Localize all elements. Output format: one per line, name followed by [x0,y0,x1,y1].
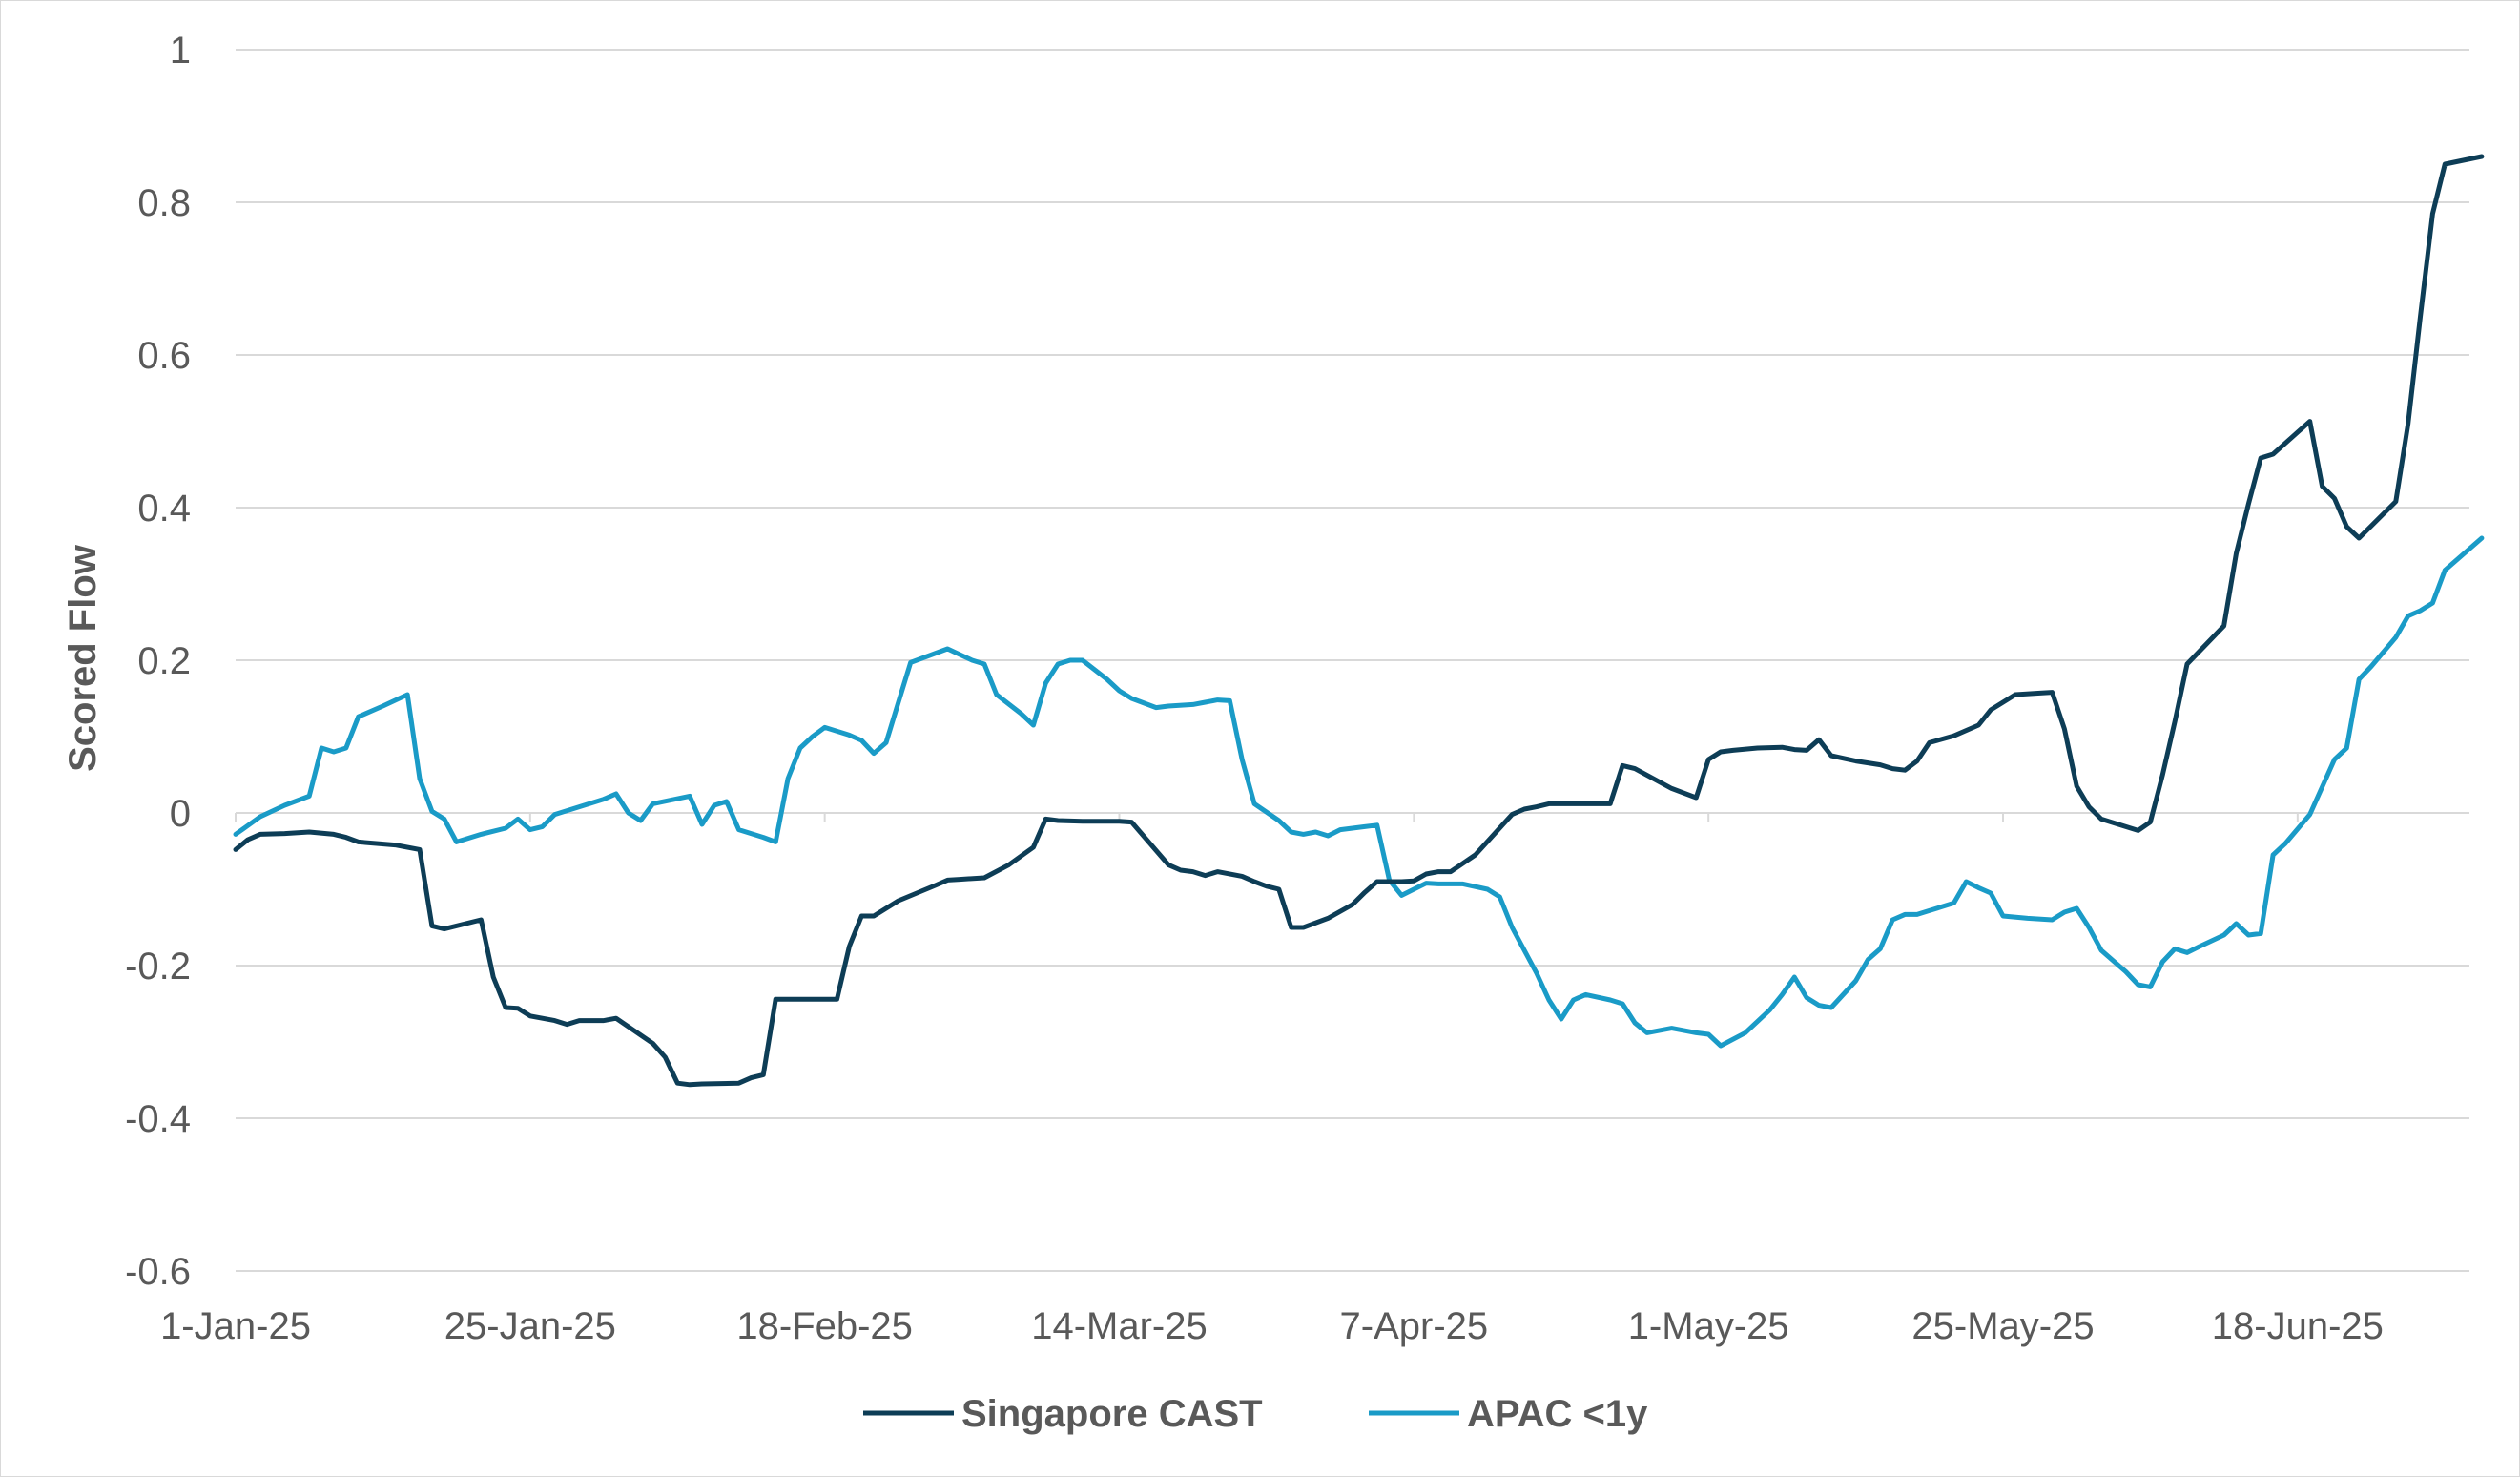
y-axis-title: Scored Flow [62,544,104,772]
x-tick-label: 18-Feb-25 [736,1305,913,1347]
x-axis-tick-labels: 1-Jan-25 25-Jan-25 18-Feb-25 14-Mar-25 7-Apr… [160,1305,2384,1347]
x-tick-label: 18-Jun-25 [2212,1305,2384,1347]
series-lines [233,154,2485,1088]
y-tick-label: 0.8 [137,182,191,224]
series-line-apac-1y [233,535,2485,1049]
x-tick-label: 7-Apr-25 [1340,1305,1489,1347]
x-tick-label: 14-Mar-25 [1031,1305,1208,1347]
y-tick-label: 0.4 [137,488,191,530]
x-tick-label: 25-May-25 [1911,1305,2094,1347]
y-tick-label: 0.2 [137,640,191,682]
y-tick-label: 0 [170,793,191,835]
y-tick-label: -0.4 [125,1098,191,1140]
y-tick-label: -0.6 [125,1251,191,1293]
x-tick-label: 1-May-25 [1628,1305,1789,1347]
y-tick-label: 0.6 [137,335,191,377]
x-axis [235,812,2469,822]
x-tick-label: 25-Jan-25 [444,1305,616,1347]
y-tick-label: 1 [170,30,191,72]
legend-label: Singapore CAST [961,1393,1263,1435]
y-tick-label: -0.2 [125,946,191,988]
legend-label: APAC <1y [1467,1393,1648,1435]
gridlines [236,49,2469,1272]
series-line-singapore-cast [233,154,2485,1088]
x-tick-label: 1-Jan-25 [160,1305,311,1347]
legend: Singapore CAST APAC <1y [863,1393,1648,1435]
y-axis-tick-labels: -0.6 -0.4 -0.2 0 0.2 0.4 0.6 0.8 1 [125,30,191,1293]
